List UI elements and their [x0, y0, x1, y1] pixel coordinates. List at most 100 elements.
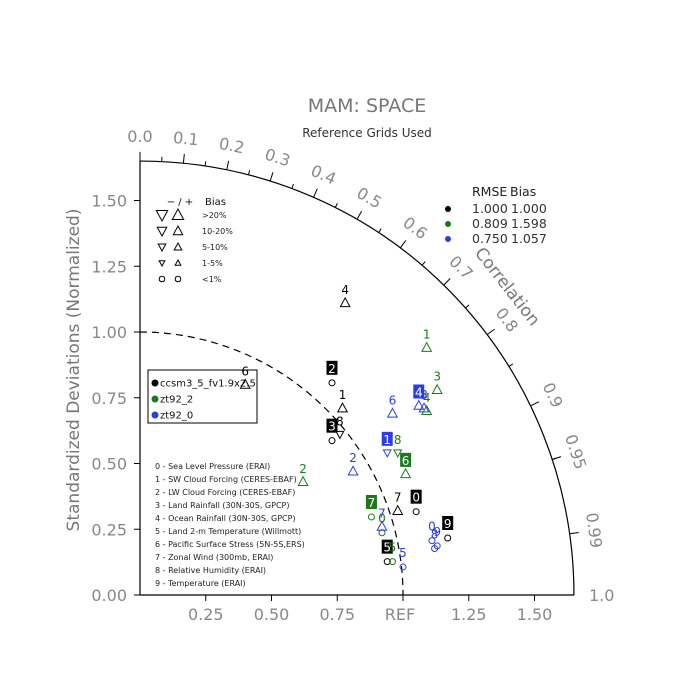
point-label: 5	[383, 541, 391, 555]
variable-legend-item: 9 - Temperature (ERAI)	[155, 579, 246, 588]
correlation-tick-mark	[443, 278, 451, 286]
series-legend-label: zt92_0	[160, 411, 193, 422]
bias-legend-circle-marker	[158, 275, 166, 283]
point-label: 0	[428, 520, 436, 534]
point-label: 2	[349, 451, 357, 465]
variable-legend-item: 3 - Land Rainfall (30N-30S, GPCP)	[155, 501, 289, 510]
outer-arc	[139, 160, 575, 596]
bias-symbol-triangle-up	[386, 407, 399, 418]
point-label: 3	[328, 420, 336, 434]
bias-symbol-circle	[328, 437, 336, 445]
correlation-tick-mark	[269, 172, 274, 182]
bias-symbol-triangle-up	[239, 378, 251, 389]
y-tick-label: 1.25	[91, 257, 127, 276]
correlation-minor-tick	[508, 363, 514, 367]
bias-legend-sign-header: − / +	[167, 197, 193, 208]
bias-legend-down-marker	[157, 243, 167, 253]
x-tick-label: 0.25	[188, 605, 224, 624]
point-label: 9	[444, 517, 452, 531]
stats-bias-value: 1.598	[511, 216, 547, 231]
point-label: 4	[423, 391, 431, 405]
stats-header-rmse: RMSE	[472, 184, 507, 199]
bias-symbol-triangle-up	[347, 465, 359, 476]
bias-symbol-circle	[433, 542, 441, 550]
bias-legend: − / + Bias >20% 10-20% 5-10% 1-5% <1%	[155, 197, 233, 284]
correlation-tick-label: 0.4	[308, 161, 339, 189]
bias-symbol-circle	[428, 537, 436, 545]
point-label: 2	[328, 362, 336, 376]
stats-rmse-value: 1.000	[472, 201, 508, 216]
bias-symbol-triangle-down	[382, 449, 392, 458]
point-label: 1	[423, 328, 431, 342]
bias-symbol-circle	[367, 513, 375, 521]
point-label-box	[326, 360, 338, 375]
correlation-tick-label: 0.99	[582, 511, 606, 549]
bias-symbol-circle	[412, 508, 420, 516]
correlation-minor-tick	[291, 183, 295, 189]
chart-subtitle: Reference Grids Used	[302, 126, 432, 140]
correlation-minor-tick	[248, 170, 251, 175]
correlation-tick-label: 0.2	[217, 134, 246, 158]
point-label: 6	[241, 364, 249, 378]
point-label-box	[365, 494, 377, 509]
point-label: 5	[389, 541, 397, 555]
bias-legend-range: >20%	[202, 211, 227, 220]
stats-series-dot	[445, 221, 451, 227]
variable-legend-item: 1 - SW Cloud Forcing (CERES-EBAF)	[155, 475, 297, 484]
series-legend: ccsm3_5_fv1.9x2.5 zt92_2 zt92_0	[147, 369, 258, 424]
bias-legend-circle-marker	[174, 275, 182, 283]
point-label: 8	[431, 528, 439, 542]
correlation-minor-tick	[204, 161, 207, 167]
bias-symbol-triangle-up	[421, 404, 433, 415]
bias-legend-down-marker	[155, 210, 169, 223]
bias-symbol-triangle-down	[393, 449, 403, 458]
variable-legend-item: 2 - LW Cloud Forcing (CERES-EBAF)	[155, 488, 295, 497]
correlation-tick-mark	[569, 531, 579, 535]
x-tick-label: 1.25	[451, 605, 487, 624]
series-legend-frame	[147, 369, 258, 424]
correlation-tick-mark	[486, 328, 495, 336]
series-legend-label: ccsm3_5_fv1.9x2.5	[160, 379, 256, 390]
stats-rmse-value: 0.809	[472, 216, 508, 231]
correlation-tick-label: 0.5	[354, 183, 386, 212]
bias-symbol-circle	[328, 379, 336, 387]
bias-symbol-circle	[399, 563, 407, 571]
correlation-tick-mark	[226, 160, 230, 170]
correlation-minor-tick	[552, 457, 557, 460]
point-label: 0	[378, 512, 386, 526]
y-tick-label: 1.00	[91, 323, 127, 342]
ref-label: REF	[385, 605, 415, 624]
y-tick-label: 0.25	[91, 520, 127, 539]
point-label: 8	[336, 414, 344, 428]
x-tick-label: 0.75	[319, 605, 355, 624]
point-label: 3	[433, 370, 441, 384]
point-label: 8	[394, 433, 402, 447]
x-tick-label: 1.50	[517, 605, 553, 624]
correlation-tick-mark	[313, 188, 318, 198]
correlation-tick-label: 0.6	[399, 213, 431, 243]
y-tick-label: 0.50	[91, 455, 127, 474]
correlation-tick-label: 0.95	[561, 432, 590, 472]
series-legend-dot	[151, 395, 159, 403]
stats-header-bias: Bias	[510, 184, 536, 199]
point-label: 7	[394, 491, 402, 505]
point-label: 1	[383, 433, 391, 447]
variable-legend-item: 5 - Land 2-m Temperature (Willmott)	[155, 527, 301, 536]
correlation-minor-tick	[334, 203, 338, 208]
bias-legend-up-marker	[173, 241, 183, 251]
bias-symbol-triangle-up	[418, 402, 430, 413]
correlation-tick-label: 0.9	[539, 379, 567, 410]
bias-symbol-triangle-down	[335, 430, 345, 440]
point-label: 9	[433, 525, 441, 539]
point-label: 7	[368, 496, 376, 510]
bias-legend-up-marker	[174, 258, 182, 266]
variable-legend: 0 - Sea Level Pressure (ERAI) 1 - SW Clou…	[155, 462, 305, 588]
bias-symbol-triangle-up	[392, 504, 404, 515]
bias-symbol-circle	[444, 534, 452, 542]
stats-rmse-value: 0.750	[472, 231, 508, 246]
bias-legend-up-marker	[171, 207, 185, 220]
stats-bias-value: 1.057	[511, 231, 547, 246]
x-tick-label: 0.50	[254, 605, 290, 624]
variable-legend-item: 0 - Sea Level Pressure (ERAI)	[155, 462, 270, 471]
